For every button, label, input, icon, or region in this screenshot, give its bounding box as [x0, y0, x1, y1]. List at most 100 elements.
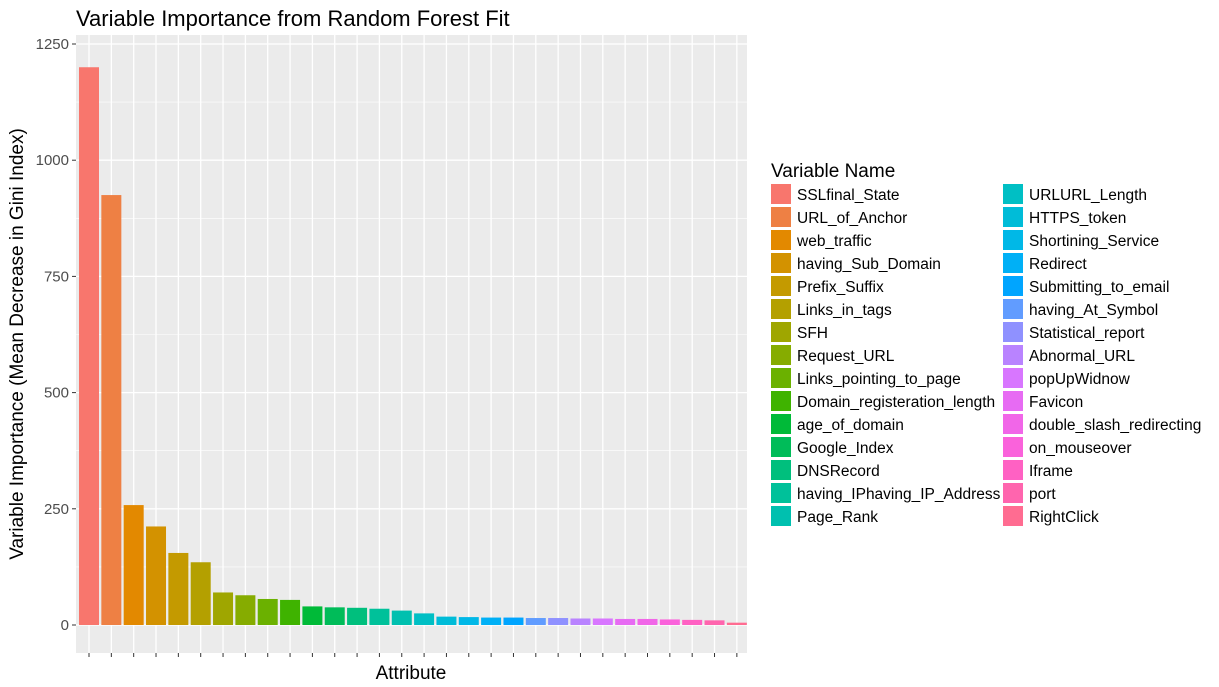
legend-key	[771, 345, 791, 365]
legend-label: URL_of_Anchor	[797, 210, 907, 227]
legend-key	[1003, 230, 1023, 250]
plot-panel	[76, 35, 747, 653]
bar-Redirect	[481, 617, 502, 625]
legend-label: Iframe	[1029, 463, 1073, 480]
legend-key	[771, 207, 791, 227]
legend-label: DNSRecord	[797, 463, 880, 480]
y-tick-label: 250	[44, 501, 69, 518]
bar-HTTPS_token	[436, 616, 457, 625]
bar-Links_in_tags	[190, 562, 211, 625]
bar-Prefix_Suffix	[168, 552, 189, 625]
bar-popUpWidnow	[592, 618, 613, 625]
bar-Statistical_report	[548, 618, 569, 625]
legend-key	[1003, 345, 1023, 365]
bar-age_of_domain	[302, 606, 323, 625]
bar-double_slash_redirecting	[637, 618, 658, 625]
bar-having_IPhaving_IP_Address	[369, 608, 390, 625]
y-tick-label: 1250	[36, 36, 69, 53]
legend-key	[771, 391, 791, 411]
legend-title: Variable Name	[771, 161, 895, 182]
legend-key	[1003, 391, 1023, 411]
y-axis: 0 250 500 750 1000 1250	[36, 36, 76, 634]
legend-key	[1003, 368, 1023, 388]
x-axis-title: Attribute	[376, 663, 447, 684]
legend-key	[1003, 207, 1023, 227]
legend-label: Page_Rank	[797, 509, 878, 526]
legend-label: Request_URL	[797, 348, 895, 365]
y-tick-label: 750	[44, 268, 69, 285]
bar-Page_Rank	[391, 610, 412, 625]
bar-port	[704, 620, 725, 625]
legend-label: RightClick	[1029, 509, 1099, 526]
legend-key	[1003, 414, 1023, 434]
legend-key	[771, 322, 791, 342]
legend-key	[771, 460, 791, 480]
legend-label: HTTPS_token	[1029, 210, 1126, 227]
legend-key	[771, 506, 791, 526]
legend-key	[771, 368, 791, 388]
y-tick-label: 1000	[36, 152, 69, 169]
legend-key	[771, 253, 791, 273]
legend-label: Shortining_Service	[1029, 233, 1159, 250]
legend-key	[771, 276, 791, 296]
legend-label: Links_pointing_to_page	[797, 371, 961, 388]
legend-label: web_traffic	[796, 233, 872, 250]
bars	[79, 67, 747, 626]
chart-title: Variable Importance from Random Forest F…	[76, 6, 510, 31]
legend-label: on_mouseover	[1029, 440, 1132, 457]
legend-label: popUpWidnow	[1029, 371, 1131, 388]
legend-label: having_IPhaving_IP_Address	[797, 486, 1001, 503]
legend-key	[771, 483, 791, 503]
bar-RightClick	[726, 622, 747, 625]
legend-label: Domain_registeration_length	[797, 394, 995, 411]
legend-key	[771, 299, 791, 319]
legend-key	[1003, 299, 1023, 319]
bar-having_Sub_Domain	[146, 526, 167, 625]
legend-key	[771, 230, 791, 250]
bar-DNSRecord	[347, 607, 368, 625]
legend-key	[771, 184, 791, 204]
legend-label: Google_Index	[797, 440, 894, 457]
bar-on_mouseover	[659, 619, 680, 625]
bar-Links_pointing_to_page	[257, 598, 278, 625]
legend-label: port	[1029, 486, 1056, 503]
bar-Google_Index	[324, 607, 345, 625]
legend: SSLfinal_State URL_of_Anchor web_trafficha…	[771, 184, 1201, 526]
grid-lines	[76, 35, 747, 653]
legend-label: age_of_domain	[797, 417, 904, 434]
legend-label: Favicon	[1029, 394, 1083, 411]
x-axis	[88, 653, 738, 657]
y-tick-label: 0	[61, 617, 69, 634]
legend-label: URLURL_Length	[1029, 187, 1147, 204]
y-axis-title: Variable Importance (Mean Decrease in Gi…	[7, 128, 28, 560]
legend-label: Links_in_tags	[797, 302, 892, 319]
legend-key	[1003, 322, 1023, 342]
bar-having_At_Symbol	[525, 618, 546, 625]
legend-key	[1003, 437, 1023, 457]
y-tick-label: 500	[44, 385, 69, 402]
bar-Shortining_Service	[458, 617, 479, 625]
legend-label: Submitting_to_email	[1029, 279, 1169, 296]
legend-label: having_At_Symbol	[1029, 302, 1158, 319]
legend-label: Abnormal_URL	[1029, 348, 1135, 365]
legend-key	[1003, 460, 1023, 480]
legend-key	[1003, 253, 1023, 273]
legend-key	[771, 437, 791, 457]
legend-label: Statistical_report	[1029, 325, 1145, 342]
legend-label: Redirect	[1029, 256, 1087, 273]
legend-key	[1003, 276, 1023, 296]
legend-label: having_Sub_Domain	[797, 256, 941, 273]
bar-URLURL_Length	[414, 613, 435, 625]
legend-label: Prefix_Suffix	[797, 279, 884, 296]
bar-SSLfinal_State	[79, 67, 99, 626]
bar-Abnormal_URL	[570, 618, 591, 625]
bar-URL_of_Anchor	[101, 195, 122, 625]
legend-key	[1003, 184, 1023, 204]
bar-Submitting_to_email	[503, 617, 524, 625]
legend-label: double_slash_redirecting	[1029, 417, 1201, 434]
bar-Iframe	[682, 619, 703, 625]
legend-label: SFH	[797, 325, 828, 342]
legend-label: SSLfinal_State	[797, 187, 900, 204]
legend-key	[1003, 506, 1023, 526]
